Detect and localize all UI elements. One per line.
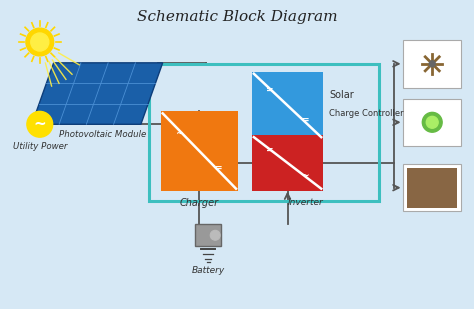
Text: Charge Controller: Charge Controller — [329, 109, 404, 118]
Circle shape — [426, 116, 438, 128]
Polygon shape — [32, 63, 163, 124]
Text: Photovoltaic Module: Photovoltaic Module — [59, 130, 146, 139]
Bar — [403, 99, 461, 146]
Text: Battery: Battery — [191, 266, 225, 275]
Bar — [149, 64, 379, 201]
Text: =: = — [266, 86, 273, 95]
Text: ~: ~ — [176, 129, 184, 138]
Bar — [195, 224, 221, 246]
Circle shape — [27, 111, 53, 137]
Text: Inverter: Inverter — [288, 198, 323, 207]
Bar — [403, 164, 461, 211]
Text: Utility Power: Utility Power — [13, 142, 67, 151]
Text: ~: ~ — [301, 171, 309, 180]
Bar — [161, 111, 238, 191]
Circle shape — [31, 33, 49, 51]
Text: Schematic Block Diagram: Schematic Block Diagram — [137, 10, 337, 24]
Text: =: = — [215, 164, 222, 173]
Bar — [408, 168, 457, 208]
Bar — [252, 135, 323, 191]
Bar — [252, 72, 323, 139]
Text: Solar: Solar — [329, 90, 354, 100]
Circle shape — [429, 61, 435, 67]
Circle shape — [26, 28, 54, 56]
Text: ~: ~ — [33, 117, 46, 132]
Bar — [403, 40, 461, 88]
Circle shape — [210, 230, 220, 240]
Text: =: = — [301, 116, 309, 125]
Circle shape — [422, 112, 442, 132]
Text: Charger: Charger — [180, 198, 219, 208]
Text: =: = — [266, 146, 273, 155]
